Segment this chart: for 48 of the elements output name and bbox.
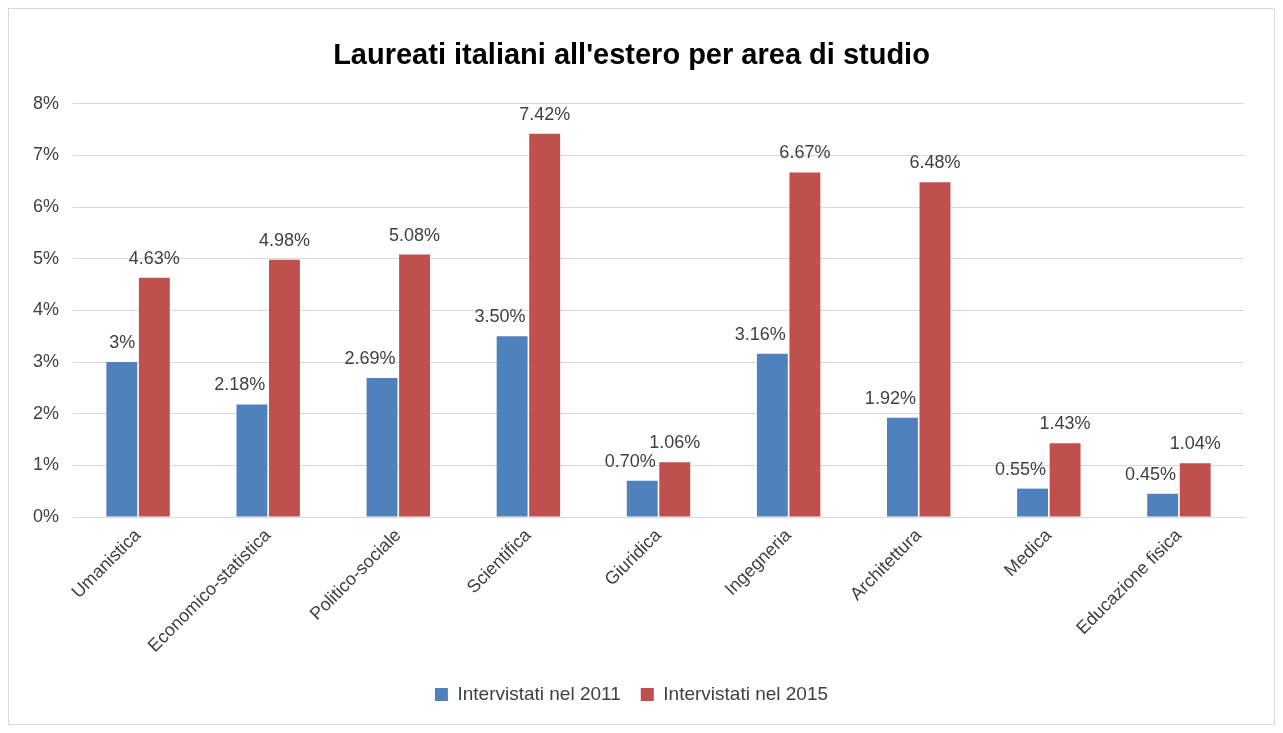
- data-label: 0.45%: [1125, 463, 1177, 484]
- data-label: 3.16%: [734, 323, 786, 344]
- data-label: 1.92%: [864, 387, 916, 408]
- y-tick-label: 2%: [33, 402, 60, 423]
- data-label: 2.18%: [214, 374, 266, 395]
- bar: [789, 172, 821, 517]
- bar: [138, 277, 170, 517]
- bar: [919, 182, 951, 517]
- data-label: 1.04%: [1169, 433, 1221, 454]
- data-label: 4.98%: [258, 229, 310, 250]
- bar: [626, 480, 658, 517]
- data-label: 5.08%: [389, 224, 441, 245]
- data-label: 6.67%: [779, 142, 831, 163]
- data-label: 2.69%: [344, 348, 396, 369]
- y-tick-label: 4%: [33, 299, 60, 320]
- legend-label: Intervistati nel 2015: [663, 682, 829, 704]
- bar: [366, 378, 398, 517]
- data-label: 7.42%: [519, 103, 571, 124]
- bar: [496, 336, 528, 517]
- bar: [1017, 488, 1049, 517]
- bar: [1147, 493, 1179, 517]
- legend-label: Intervistati nel 2011: [457, 682, 621, 704]
- data-label: 3.50%: [474, 306, 526, 327]
- y-tick-label: 5%: [33, 247, 60, 268]
- data-label: 4.63%: [128, 247, 180, 268]
- bar: [529, 133, 561, 517]
- y-tick-label: 1%: [33, 454, 60, 475]
- bar: [106, 362, 138, 517]
- data-label: 1.06%: [649, 432, 701, 453]
- bar: [236, 404, 268, 517]
- data-label: 6.48%: [909, 152, 961, 173]
- bar: [1179, 463, 1211, 517]
- y-tick-label: 0%: [33, 505, 60, 526]
- y-tick-label: 7%: [33, 144, 60, 165]
- bar: [756, 353, 788, 517]
- bar: [887, 417, 918, 517]
- y-tick-label: 3%: [33, 351, 60, 372]
- data-label: 0.55%: [994, 458, 1047, 479]
- data-label: 3%: [109, 332, 136, 353]
- data-label: 1.43%: [1039, 413, 1091, 434]
- chart-title: Laureati italiani all'estero per area di studio: [333, 38, 930, 71]
- y-tick-label: 6%: [33, 196, 60, 217]
- bar: [399, 254, 430, 517]
- data-label: 0.70%: [604, 450, 656, 471]
- y-tick-label: 8%: [33, 92, 60, 113]
- bar: [1049, 443, 1081, 517]
- bar: [659, 462, 691, 517]
- bar: [268, 259, 300, 517]
